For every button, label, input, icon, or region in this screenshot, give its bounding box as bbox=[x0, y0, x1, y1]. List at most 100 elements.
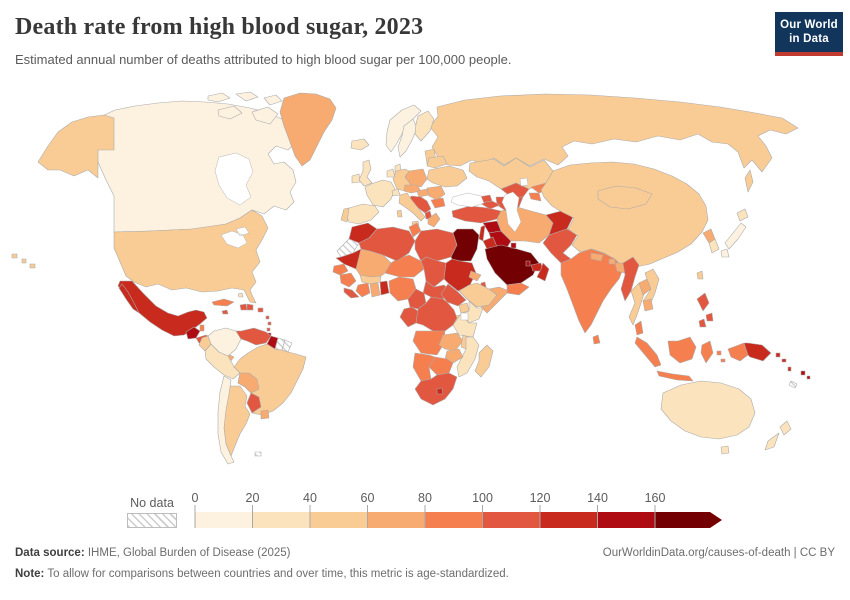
country-qatar[interactable] bbox=[525, 260, 531, 267]
country-yemen[interactable] bbox=[506, 282, 530, 296]
country-congo-gabon[interactable] bbox=[399, 306, 419, 328]
country-hawaii[interactable] bbox=[11, 253, 36, 269]
legend-bin-60-80[interactable] bbox=[367, 512, 426, 528]
country-greece[interactable] bbox=[427, 212, 441, 228]
country-guinea[interactable] bbox=[339, 272, 357, 288]
country-india[interactable] bbox=[560, 248, 624, 334]
country-guatemala[interactable] bbox=[185, 326, 201, 340]
country-nepal[interactable] bbox=[590, 252, 604, 262]
country-south-sudan[interactable] bbox=[440, 283, 467, 307]
country-bolivia[interactable] bbox=[237, 372, 260, 394]
country-papua-new-guinea[interactable] bbox=[743, 342, 772, 362]
country-ivory-coast[interactable] bbox=[355, 282, 371, 298]
country-zimbabwe[interactable] bbox=[444, 348, 464, 364]
legend-bin-80-100[interactable] bbox=[425, 512, 483, 528]
country-new-caledonia[interactable] bbox=[788, 380, 798, 389]
country-new-zealand[interactable] bbox=[764, 420, 792, 451]
country-mozambique[interactable] bbox=[456, 336, 480, 378]
country-sri-lanka[interactable] bbox=[592, 334, 601, 345]
country-vanuatu[interactable] bbox=[787, 366, 792, 372]
country-japan-honshu[interactable] bbox=[724, 222, 747, 250]
legend-bin-100-120[interactable] bbox=[482, 512, 541, 528]
country-belarus[interactable] bbox=[426, 155, 448, 169]
no-data-swatch[interactable] bbox=[127, 513, 177, 528]
country-portugal[interactable] bbox=[340, 207, 350, 223]
country-netherlands-belgium[interactable] bbox=[386, 168, 396, 178]
country-china[interactable] bbox=[540, 161, 709, 270]
country-sierra-leone-liberia[interactable] bbox=[343, 287, 360, 299]
legend-bin-20-40[interactable] bbox=[252, 512, 311, 528]
country-philippines[interactable] bbox=[696, 292, 714, 328]
country-dr-congo[interactable] bbox=[415, 296, 458, 332]
country-namibia[interactable] bbox=[412, 352, 436, 382]
legend-bin-160+[interactable] bbox=[655, 512, 722, 528]
country-japan-kyushu[interactable] bbox=[720, 248, 730, 258]
country-burkina-faso[interactable] bbox=[359, 274, 382, 285]
country-south-korea[interactable] bbox=[708, 238, 720, 254]
country-finland[interactable] bbox=[414, 110, 435, 142]
country-chile[interactable] bbox=[217, 375, 235, 465]
country-russia[interactable] bbox=[429, 93, 799, 173]
country-oman[interactable] bbox=[536, 262, 550, 282]
country-spain[interactable] bbox=[344, 203, 380, 225]
country-malaysia-peninsula[interactable] bbox=[634, 320, 644, 336]
country-mexico[interactable] bbox=[117, 280, 208, 337]
country-dominican-republic[interactable] bbox=[246, 303, 254, 311]
country-tajikistan[interactable] bbox=[528, 192, 542, 202]
country-algeria[interactable] bbox=[358, 226, 416, 262]
country-bahamas[interactable] bbox=[237, 292, 244, 298]
country-french-guiana[interactable] bbox=[281, 339, 293, 353]
country-bulgaria[interactable] bbox=[430, 197, 446, 209]
country-solomon-islands[interactable] bbox=[775, 352, 787, 363]
country-puerto-rico[interactable] bbox=[257, 307, 264, 313]
country-haiti[interactable] bbox=[239, 303, 248, 311]
country-iceland[interactable] bbox=[350, 138, 370, 151]
country-sulawesi[interactable] bbox=[700, 340, 714, 364]
country-uruguay[interactable] bbox=[260, 409, 270, 420]
legend-bin-0-20[interactable] bbox=[195, 512, 253, 528]
country-ukraine[interactable] bbox=[426, 165, 468, 188]
country-libya[interactable] bbox=[414, 228, 458, 262]
country-united-kingdom[interactable] bbox=[358, 159, 373, 187]
country-japan-hokkaido[interactable] bbox=[736, 208, 749, 222]
country-senegal[interactable] bbox=[332, 263, 349, 276]
country-colombia[interactable] bbox=[207, 327, 242, 357]
country-australia[interactable] bbox=[660, 380, 756, 440]
country-west-papua[interactable] bbox=[727, 342, 749, 362]
country-ghana[interactable] bbox=[369, 282, 381, 298]
country-ireland[interactable] bbox=[351, 173, 361, 184]
country-kuwait[interactable] bbox=[510, 242, 517, 249]
country-south-africa[interactable] bbox=[414, 372, 458, 406]
country-cambodia[interactable] bbox=[642, 298, 654, 312]
country-baja-california[interactable] bbox=[118, 283, 140, 314]
country-pakistan[interactable] bbox=[542, 228, 578, 264]
footer-link[interactable]: OurWorldinData.org/causes-of-death bbox=[602, 547, 791, 559]
country-lesotho[interactable] bbox=[436, 387, 444, 395]
country-greenland[interactable] bbox=[279, 92, 337, 167]
country-jamaica[interactable] bbox=[221, 309, 229, 315]
country-mongolia[interactable] bbox=[597, 185, 653, 210]
country-taiwan[interactable] bbox=[696, 270, 704, 280]
country-sakhalin[interactable] bbox=[744, 169, 754, 193]
legend-bin-40-60[interactable] bbox=[310, 512, 368, 528]
country-java[interactable] bbox=[656, 370, 694, 382]
country-alaska[interactable] bbox=[37, 114, 115, 179]
country-borneo[interactable] bbox=[667, 336, 697, 364]
country-zambia[interactable] bbox=[438, 332, 464, 352]
country-angola[interactable] bbox=[412, 330, 446, 356]
country-fiji[interactable] bbox=[800, 370, 811, 380]
country-paraguay[interactable] bbox=[246, 392, 262, 414]
country-romania[interactable] bbox=[426, 185, 446, 201]
country-madagascar[interactable] bbox=[474, 344, 494, 378]
country-turkey[interactable] bbox=[451, 205, 502, 224]
country-egypt[interactable] bbox=[450, 228, 480, 262]
country-uganda[interactable] bbox=[458, 302, 470, 314]
country-belize[interactable] bbox=[199, 324, 205, 332]
country-canada-arctic-islands[interactable] bbox=[207, 91, 283, 125]
legend-bin-120-140[interactable] bbox=[540, 512, 598, 528]
country-chad[interactable] bbox=[420, 256, 447, 288]
country-eritrea[interactable] bbox=[468, 270, 482, 282]
country-somalia[interactable] bbox=[480, 286, 510, 314]
country-france[interactable] bbox=[364, 179, 396, 208]
country-bhutan[interactable] bbox=[608, 258, 616, 265]
